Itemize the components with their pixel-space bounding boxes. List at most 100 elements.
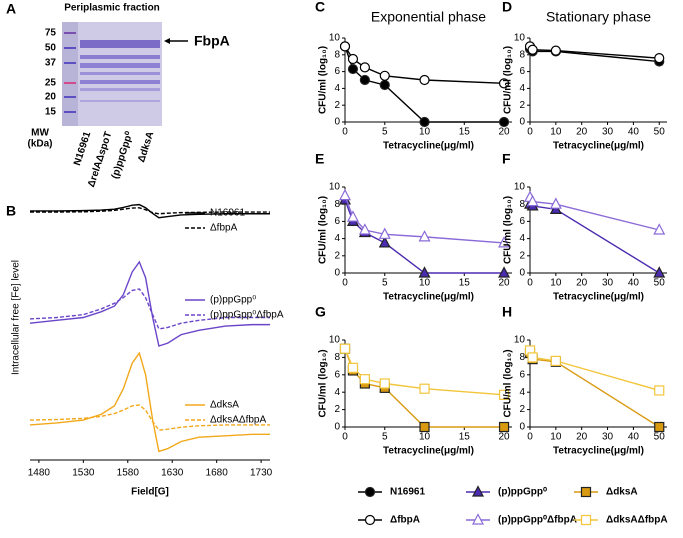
marker [498, 421, 510, 433]
marker [549, 197, 562, 209]
y-tick-label: 0 [519, 117, 525, 128]
legend-label: (p)ppGpp⁰ΔfbpA [210, 310, 284, 321]
band-label: FbpA [194, 33, 230, 49]
x-tick-label: 30 [602, 127, 614, 138]
y-tick-label: 6 [519, 369, 525, 380]
y-tick-label: 10 [514, 33, 526, 44]
x-tick-label: 5 [382, 432, 388, 443]
panel-label: C [315, 0, 325, 15]
marker [498, 78, 510, 89]
x-axis-label: Field[G] [131, 487, 169, 498]
y-tick-label: 10 [514, 182, 526, 193]
marker [526, 194, 539, 207]
x-tick-label: 10 [550, 278, 562, 289]
marker [418, 266, 431, 278]
legend-label: ΔdksAΔfbpA [606, 515, 668, 526]
mw-label: 25 [45, 78, 57, 89]
marker [498, 236, 511, 248]
x-tick-label: 20 [576, 127, 588, 138]
x-tick-label: 50 [654, 432, 666, 443]
y-axis-label: CFU/ml (log₁₀) [503, 196, 514, 264]
mw-unit: (kDa) [27, 139, 52, 150]
y-axis-label: Intracellular free [Fe] level [11, 260, 22, 375]
y-axis-label: CFU/ml (log₁₀) [503, 349, 514, 417]
x-tick-label: 5 [382, 278, 388, 289]
y-tick-label: 4 [334, 233, 340, 244]
marker [339, 41, 351, 52]
y-tick-label: 8 [334, 352, 340, 363]
mw-label: 15 [45, 107, 57, 118]
marker [378, 227, 391, 239]
marker [419, 383, 430, 394]
y-tick-label: 4 [519, 387, 525, 398]
series-line [529, 352, 660, 428]
x-tick-label: 20 [576, 432, 588, 443]
x-axis-label: Tetracycline(μg/ml) [553, 446, 644, 457]
marker [498, 116, 510, 128]
gel-title: Periplasmic fraction [64, 3, 160, 14]
marker [359, 74, 370, 86]
x-tick-label: 0 [342, 127, 348, 138]
marker [339, 188, 351, 201]
x-axis-label: Tetracycline(μg/ml) [383, 446, 474, 457]
marker [527, 44, 538, 55]
legend-label: N16961 [210, 208, 245, 219]
marker [418, 230, 431, 242]
y-tick-label: 2 [334, 404, 340, 415]
y-tick-label: 0 [519, 268, 525, 279]
x-tick-label: 20 [498, 278, 510, 289]
y-tick-label: 8 [334, 49, 340, 60]
legend-marker [364, 514, 376, 526]
gel-image [62, 22, 162, 126]
lane-label: ΔdksA [136, 130, 156, 163]
y-axis-label: CFU/ml (log₁₀) [318, 349, 329, 417]
series-line [529, 350, 660, 392]
panel-label: H [502, 304, 512, 320]
y-tick-label: 2 [334, 250, 340, 261]
arrow-head [164, 38, 170, 44]
legend-marker [472, 513, 484, 525]
marker [379, 70, 390, 81]
x-axis-label: Tetracycline(μg/ml) [383, 292, 474, 303]
y-tick-label: 4 [334, 387, 340, 398]
x-tick-label: 40 [628, 278, 640, 289]
y-tick-label: 10 [329, 335, 341, 346]
x-tick-label: 10 [419, 278, 431, 289]
x-tick-label: 5 [382, 127, 388, 138]
mw-label: 37 [45, 58, 57, 69]
y-tick-label: 8 [519, 49, 525, 60]
marker [419, 116, 430, 128]
x-tick-label: 0 [527, 278, 533, 289]
y-tick-label: 6 [519, 216, 525, 227]
y-tick-label: 6 [334, 66, 340, 77]
y-tick-label: 6 [334, 369, 340, 380]
series-line [29, 288, 270, 330]
marker [359, 62, 370, 73]
marker [654, 421, 665, 433]
legend-marker [364, 486, 376, 498]
y-tick-label: 2 [519, 100, 525, 111]
y-tick-label: 0 [519, 422, 525, 433]
y-tick-label: 6 [334, 216, 340, 227]
series-line [29, 351, 270, 453]
x-tick-label: 0 [527, 127, 533, 138]
y-axis-label: CFU/ml (log₁₀) [318, 46, 329, 114]
series-line [529, 45, 660, 59]
legend-label: ΔfbpA [390, 515, 420, 526]
marker [550, 355, 561, 366]
legend-marker [580, 486, 592, 498]
legend-label: ΔfbpA [210, 223, 238, 234]
mw-label: 75 [45, 28, 57, 39]
x-axis-label: Tetracycline(μg/ml) [383, 141, 474, 152]
marker [654, 385, 665, 396]
x-tick-label: 20 [576, 278, 588, 289]
marker [358, 223, 371, 235]
marker [347, 63, 359, 75]
marker [653, 223, 666, 235]
legend-marker [472, 485, 484, 497]
x-tick-label: 1680 [206, 468, 229, 479]
panel-label: B [6, 203, 16, 219]
x-axis-label: Tetracycline(μg/ml) [553, 292, 644, 303]
